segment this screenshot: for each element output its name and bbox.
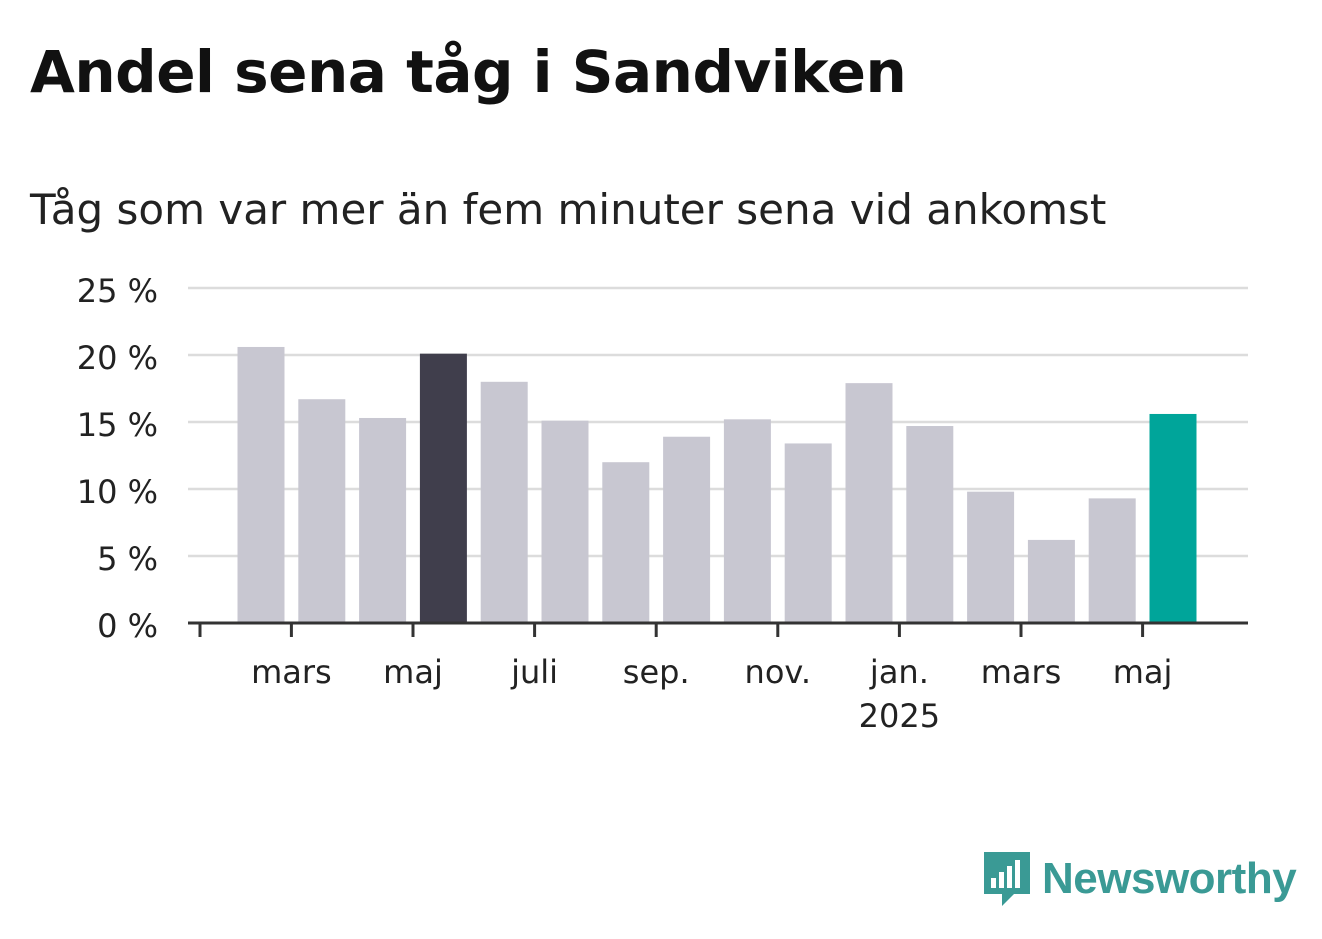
bar	[602, 462, 650, 623]
bar	[723, 419, 771, 623]
bar	[967, 491, 1015, 623]
bar	[1027, 539, 1075, 623]
chart-subtitle: Tåg som var mer än fem minuter sena vid …	[30, 185, 1107, 234]
bar	[1149, 413, 1197, 623]
x-tick-label: juli	[510, 653, 558, 691]
chart-title: Andel sena tåg i Sandviken	[30, 38, 907, 106]
x-tick-label: jan.	[869, 653, 929, 691]
brand-name: Newsworthy	[1042, 854, 1297, 903]
bar	[784, 443, 832, 623]
x-tick-label: mars	[981, 653, 1062, 691]
y-tick-label: 25 %	[77, 272, 158, 310]
bar	[359, 417, 407, 623]
y-tick-label: 15 %	[77, 406, 158, 444]
x-tick-label: maj	[1113, 653, 1173, 691]
x-tick-sublabel: 2025	[859, 697, 940, 735]
x-tick-label: maj	[383, 653, 443, 691]
bar	[845, 383, 893, 623]
bar	[1088, 498, 1136, 623]
y-tick-label: 10 %	[77, 473, 158, 511]
bars	[237, 346, 1197, 623]
y-tick-label: 5 %	[97, 540, 158, 578]
bar	[906, 426, 954, 623]
bar	[663, 436, 711, 623]
bar	[419, 353, 467, 623]
x-tick-label: nov.	[745, 653, 811, 691]
y-tick-label: 20 %	[77, 339, 158, 377]
bar	[237, 346, 285, 623]
bar	[298, 399, 346, 623]
y-tick-label: 0 %	[97, 607, 158, 645]
bar	[480, 381, 528, 623]
x-tick-label: sep.	[623, 653, 690, 691]
newsworthy-logo-icon	[984, 852, 1030, 906]
bar	[541, 420, 589, 623]
y-axis: 0 % 5 % 10 % 15 % 20 % 25 %	[77, 272, 158, 645]
newsworthy-logo: Newsworthy	[980, 848, 1297, 910]
x-tick-label: mars	[251, 653, 332, 691]
x-axis: mars maj juli sep. nov. jan. 2025 mars maj	[188, 621, 1248, 735]
